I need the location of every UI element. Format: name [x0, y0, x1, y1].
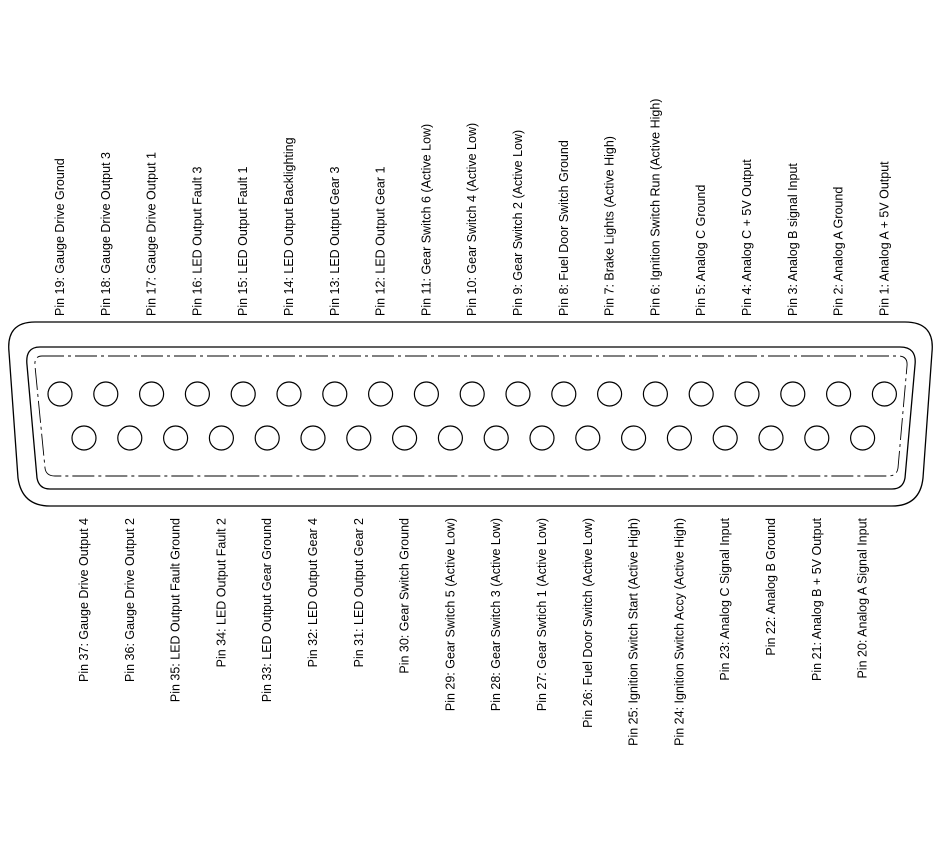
pin-29-label: Pin 29: Gear Switch 5 (Active Low): [443, 518, 457, 711]
pin-22-label: Pin 22: Analog B Ground: [764, 518, 778, 656]
pin-6-label: Pin 6: Ignition Switch Run (Active High): [648, 99, 662, 316]
pin-33-socket: [254, 425, 280, 451]
pin-25-label: Pin 25: Ignition Switch Start (Active Hi…: [627, 518, 641, 746]
pin-10-label: Pin 10: Gear Switch 4 (Active Low): [465, 123, 479, 316]
pin-10-socket: [459, 381, 485, 407]
pin-23-label: Pin 23: Analog C Signal Input: [718, 517, 732, 680]
pin-1-label: Pin 1: Analog A + 5V Output: [877, 161, 891, 316]
pin-8-label: Pin 8: Fuel Door Switch Ground: [557, 140, 571, 316]
pin-7-socket: [596, 381, 623, 407]
pin-17-socket: [139, 381, 165, 407]
bottom-row-pins: [71, 425, 876, 451]
pin-20-label: Pin 20: Analog A Signal Input: [856, 517, 870, 678]
pin-36-label: Pin 36: Gauge Drive Output 2: [123, 518, 137, 682]
pin-32-label: Pin 32: LED Output Gear 4: [306, 518, 320, 667]
pin-22-socket: [758, 425, 784, 451]
top-row-labels: Pin 19: Gauge Drive Ground Pin 18: Gauge …: [53, 99, 891, 316]
pin-11-socket: [413, 381, 439, 407]
pin-1-socket: [871, 381, 898, 407]
pin-4-socket: [734, 381, 760, 407]
pin-3-label: Pin 3: Analog B signal Input: [786, 163, 800, 316]
pin-23-socket: [712, 425, 738, 451]
pin-20-socket: [849, 425, 876, 451]
pin-37-socket: [71, 425, 97, 451]
pin-21-label: Pin 21: Analog B + 5V Output: [810, 517, 824, 680]
pin-2-label: Pin 2: Analog A Ground: [832, 187, 846, 316]
pin-28-socket: [483, 425, 509, 451]
pin-4-label: Pin 4: Analog C + 5V Output: [740, 159, 754, 316]
pin-15-label: Pin 15: LED Output Fault 1: [236, 167, 250, 316]
pin-27-socket: [529, 425, 555, 451]
pin-26-label: Pin 26: Fuel Door Switch (Active Low): [581, 518, 595, 728]
pin-12-socket: [368, 381, 394, 407]
pin-18-label: Pin 18: Gauge Drive Output 3: [99, 152, 113, 316]
pin-8-socket: [551, 381, 577, 407]
pin-17-label: Pin 17: Gauge Drive Output 1: [145, 152, 159, 316]
pin-34-label: Pin 34: LED Output Fault 2: [214, 518, 228, 667]
pin-19-socket: [47, 381, 73, 407]
pin-24-label: Pin 24: Ignition Switch Accy (Active Hig…: [672, 518, 686, 746]
pin-35-socket: [163, 425, 189, 451]
pin-25-socket: [620, 425, 647, 451]
pin-6-socket: [642, 381, 669, 407]
pin-14-label: Pin 14: LED Output Backlighting: [282, 137, 296, 316]
pin-13-label: Pin 13: LED Output Gear 3: [328, 167, 342, 316]
connector-outer-shell: [8, 321, 933, 507]
pin-12-label: Pin 12: LED Output Gear 1: [374, 167, 388, 316]
pin-31-socket: [346, 425, 372, 451]
pin-34-socket: [208, 425, 234, 451]
pin-37-label: Pin 37: Gauge Drive Output 4: [77, 518, 91, 682]
pin-26-socket: [575, 425, 601, 451]
pin-18-socket: [93, 381, 119, 407]
pin-21-socket: [804, 425, 830, 451]
pin-27-label: Pin 27: Gear Swtich 1 (Active Low): [535, 518, 549, 711]
connector-center-outline: [34, 355, 908, 477]
pin-32-socket: [300, 425, 326, 451]
pin-31-label: Pin 31: LED Output Gear 2: [352, 518, 366, 667]
pin-19-label: Pin 19: Gauge Drive Ground: [53, 158, 67, 316]
pin-16-label: Pin 16: LED Output Fault 3: [190, 167, 204, 316]
pin-9-socket: [505, 381, 531, 407]
pin-13-socket: [322, 381, 348, 407]
top-row-pins: [47, 381, 898, 407]
pin-29-socket: [437, 425, 463, 451]
pin-35-label: Pin 35: LED Output Fault Ground: [169, 518, 183, 702]
pin-2-socket: [825, 381, 852, 407]
connector-inner-shell: [26, 346, 916, 490]
pin-7-label: Pin 7: Brake Lights (Active High): [603, 136, 617, 316]
pin-15-socket: [230, 381, 256, 407]
pin-11-label: Pin 11: Gear Switch 6 (Active Low): [419, 124, 433, 316]
pin-30-socket: [392, 425, 418, 451]
pin-5-label: Pin 5: Analog C Ground: [694, 185, 708, 316]
pin-30-label: Pin 30: Gear Switch Ground: [398, 518, 412, 674]
pin-9-label: Pin 9: Gear Switch 2 (Active Low): [511, 130, 525, 316]
pin-24-socket: [666, 425, 693, 451]
pin-5-socket: [688, 381, 714, 407]
pin-28-label: Pin 28: Gear Switch 3 (Active Low): [489, 518, 503, 711]
pin-16-socket: [184, 381, 210, 407]
pin-14-socket: [276, 381, 302, 407]
pin-3-socket: [780, 381, 806, 407]
pin-36-socket: [117, 425, 143, 451]
bottom-row-labels: Pin 37: Gauge Drive Output 4 Pin 36: Gaug…: [77, 517, 870, 745]
pin-33-label: Pin 33: LED Output Gear Ground: [260, 518, 274, 702]
